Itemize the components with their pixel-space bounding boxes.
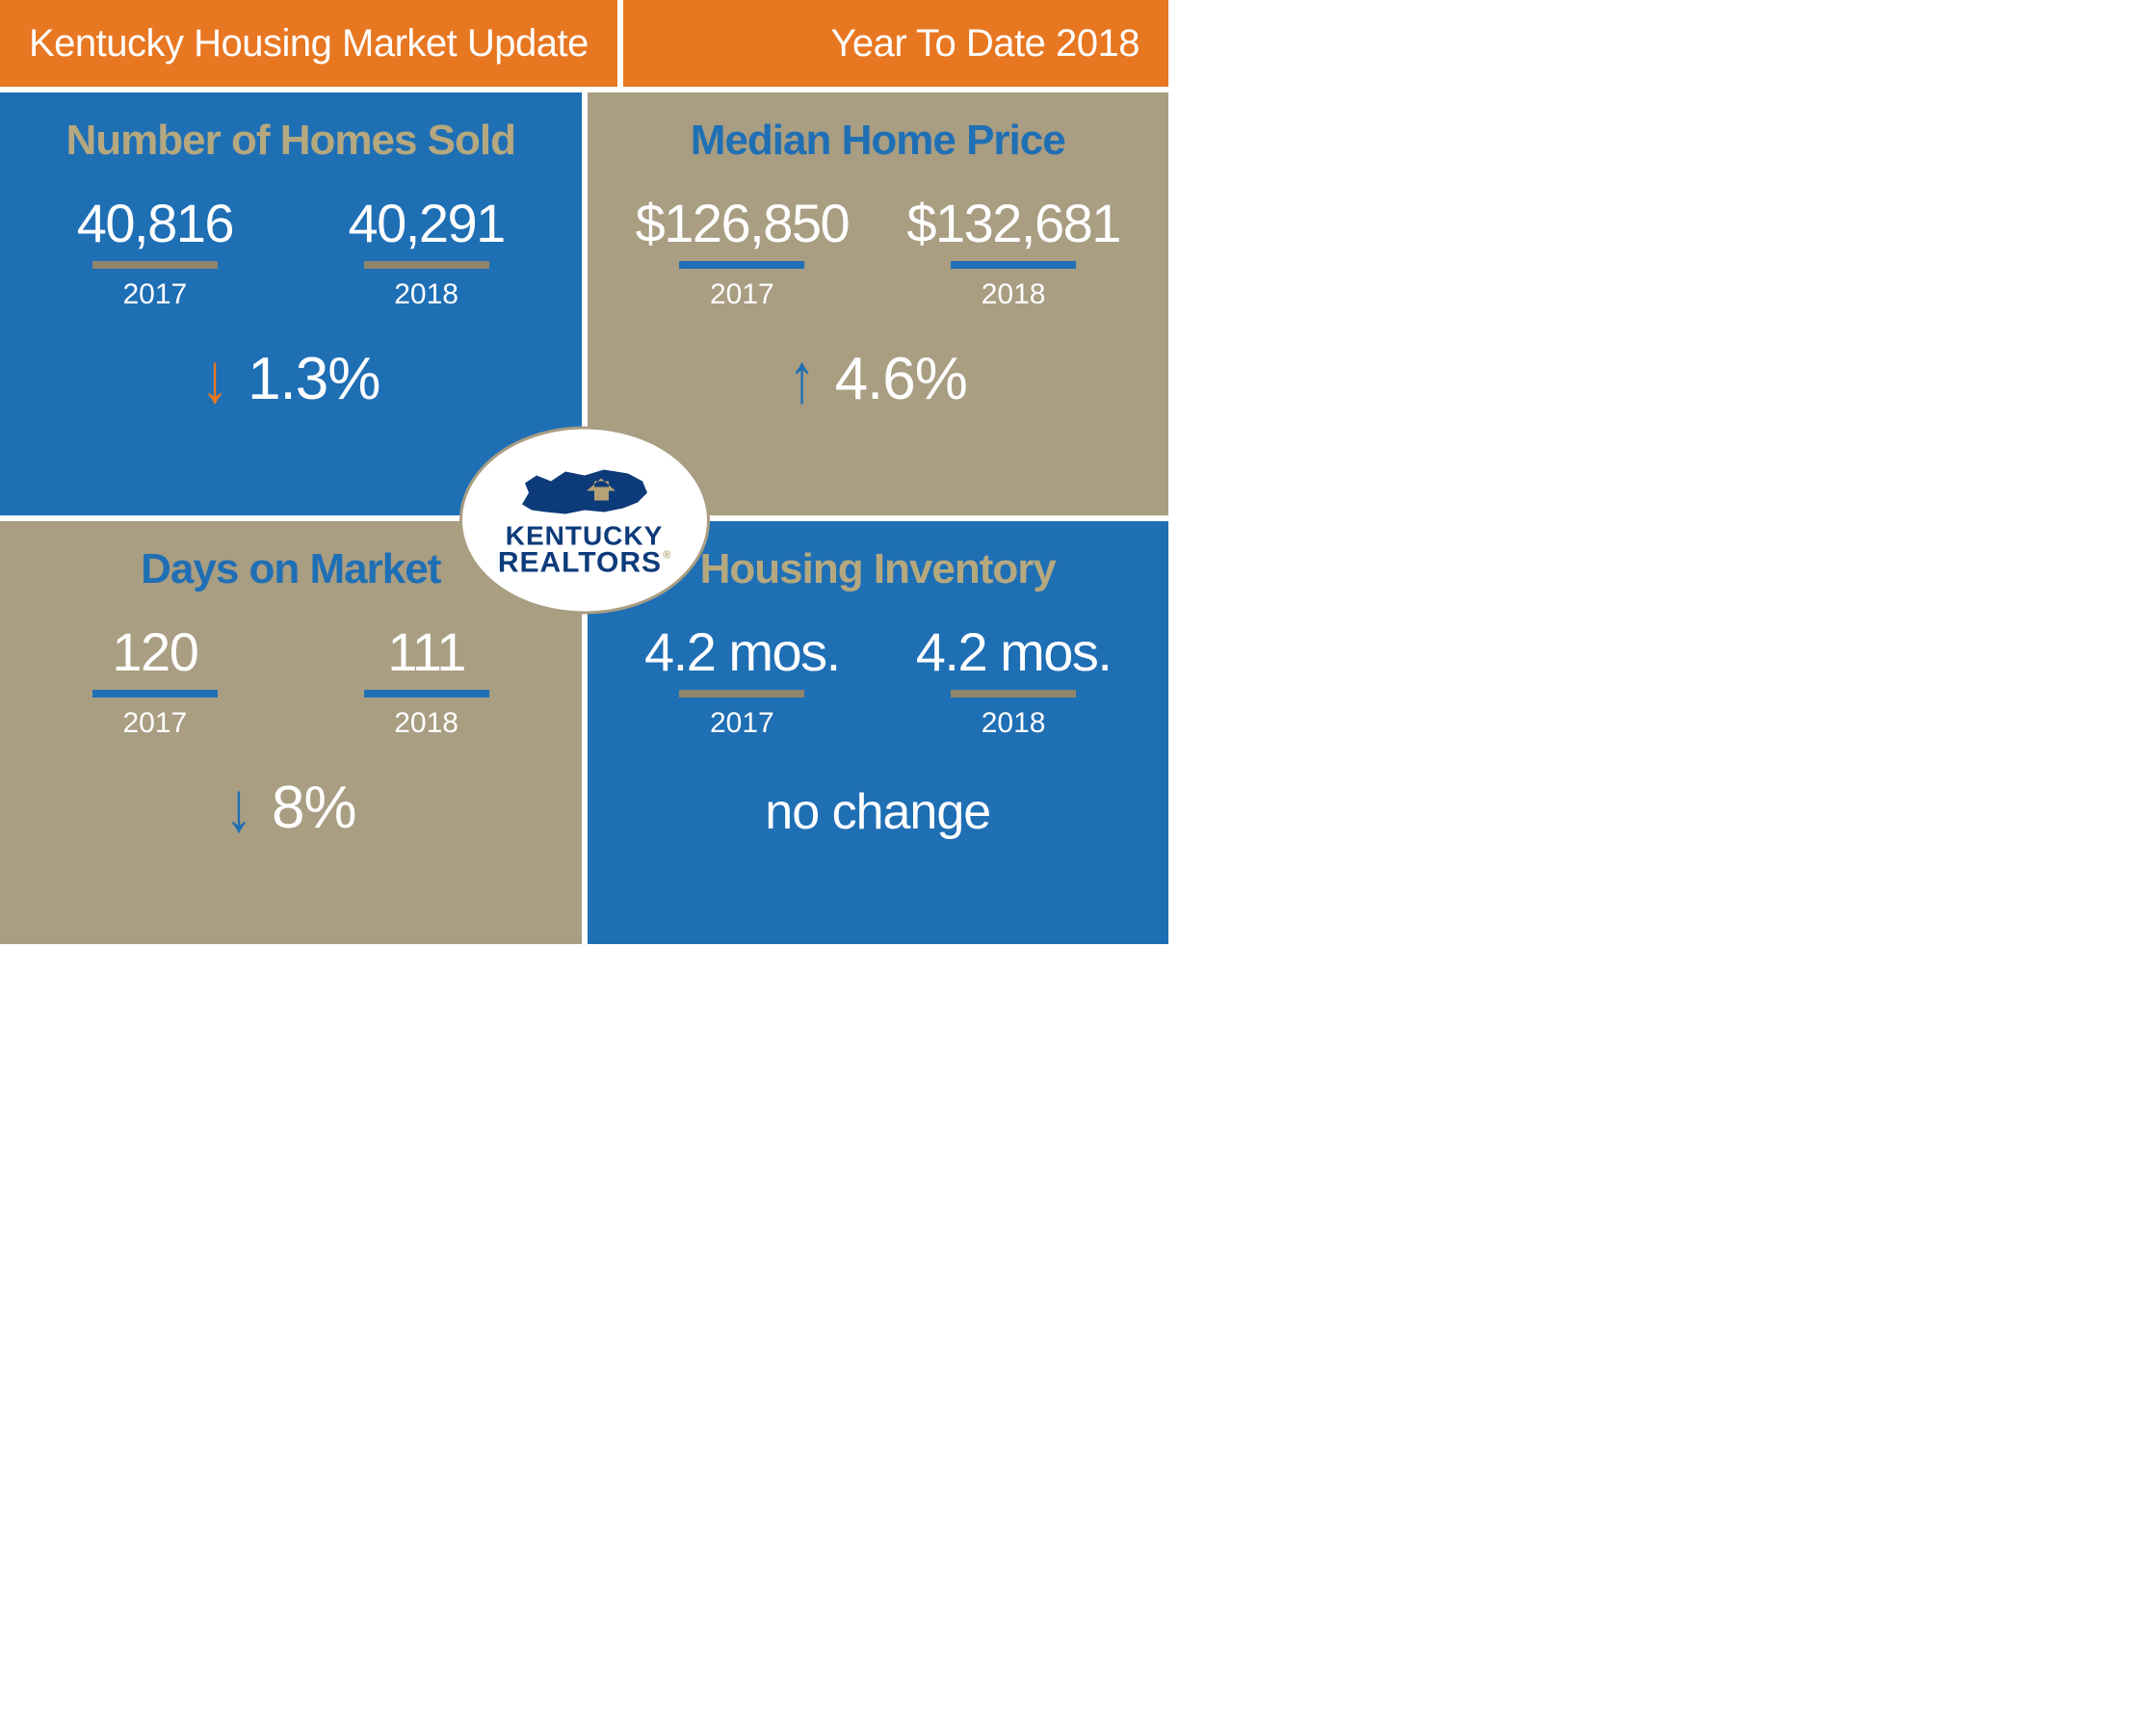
underline bbox=[364, 261, 489, 269]
stat-year: 2017 bbox=[621, 278, 864, 311]
change-value: no change bbox=[621, 783, 1136, 841]
stat-value: 40,816 bbox=[34, 194, 276, 253]
arrow-up-icon: ↑ bbox=[789, 344, 816, 414]
stat-2017: 4.2 mos. 2017 bbox=[621, 622, 864, 740]
underline bbox=[951, 261, 1076, 269]
header-subtitle: Year To Date 2018 bbox=[623, 0, 1168, 87]
stat-2017: $126,850 2017 bbox=[621, 194, 864, 311]
logo-text-kentucky: KENTUCKY bbox=[506, 523, 664, 549]
stat-year: 2017 bbox=[34, 707, 276, 740]
change-value: 4.6% bbox=[835, 345, 967, 413]
header-title: Kentucky Housing Market Update bbox=[0, 0, 617, 87]
panel-title: Median Home Price bbox=[621, 117, 1136, 165]
stat-2018: 111 2018 bbox=[305, 622, 548, 740]
stat-value: $126,850 bbox=[621, 194, 864, 253]
change-row: ↓ 8% bbox=[34, 774, 548, 842]
stat-year: 2018 bbox=[892, 707, 1135, 740]
change-row: ↓ 1.3% bbox=[34, 345, 548, 413]
stat-year: 2017 bbox=[34, 278, 276, 311]
registered-mark-icon: ® bbox=[663, 549, 671, 561]
stat-2017: 120 2017 bbox=[34, 622, 276, 740]
change-value: 1.3% bbox=[248, 345, 380, 413]
stat-2018: $132,681 2018 bbox=[892, 194, 1135, 311]
underline bbox=[679, 690, 804, 697]
underline bbox=[92, 261, 218, 269]
kentucky-state-icon bbox=[517, 463, 652, 521]
header-bar: Kentucky Housing Market Update Year To D… bbox=[0, 0, 1168, 87]
logo-text-realtors-word: REALTORS bbox=[498, 546, 662, 578]
underline bbox=[92, 690, 218, 697]
change-value: 8% bbox=[272, 774, 356, 842]
logo-text-realtors: REALTORS® bbox=[498, 549, 670, 577]
stat-value: 40,291 bbox=[305, 194, 548, 253]
stat-year: 2018 bbox=[305, 707, 548, 740]
change-row: ↑ 4.6% bbox=[621, 345, 1136, 413]
arrow-down-icon: ↓ bbox=[201, 344, 228, 414]
stat-row: 120 2017 111 2018 bbox=[34, 622, 548, 740]
stat-value: 4.2 mos. bbox=[621, 622, 864, 682]
stat-year: 2017 bbox=[621, 707, 864, 740]
stat-row: 4.2 mos. 2017 4.2 mos. 2018 bbox=[621, 622, 1136, 740]
underline bbox=[951, 690, 1076, 697]
stat-value: $132,681 bbox=[892, 194, 1135, 253]
underline bbox=[364, 690, 489, 697]
arrow-down-icon: ↓ bbox=[225, 773, 252, 843]
stat-2017: 40,816 2017 bbox=[34, 194, 276, 311]
underline bbox=[679, 261, 804, 269]
panel-title: Number of Homes Sold bbox=[34, 117, 548, 165]
stat-2018: 40,291 2018 bbox=[305, 194, 548, 311]
stat-year: 2018 bbox=[305, 278, 548, 311]
stat-value: 120 bbox=[34, 622, 276, 682]
panel-homes-sold: Number of Homes Sold 40,816 2017 40,291 … bbox=[0, 92, 582, 515]
stat-row: $126,850 2017 $132,681 2018 bbox=[621, 194, 1136, 311]
stat-year: 2018 bbox=[892, 278, 1135, 311]
kentucky-realtors-logo: KENTUCKY REALTORS® bbox=[459, 427, 710, 615]
stat-row: 40,816 2017 40,291 2018 bbox=[34, 194, 548, 311]
stat-value: 111 bbox=[305, 622, 548, 682]
stat-2018: 4.2 mos. 2018 bbox=[892, 622, 1135, 740]
stat-value: 4.2 mos. bbox=[892, 622, 1135, 682]
panel-median-price: Median Home Price $126,850 2017 $132,681… bbox=[588, 92, 1169, 515]
